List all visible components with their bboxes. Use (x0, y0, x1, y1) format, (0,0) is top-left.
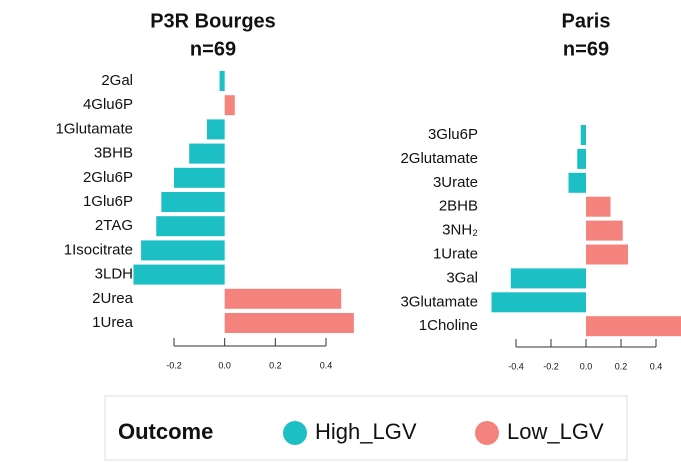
bar (568, 172, 586, 193)
bar (161, 192, 225, 212)
category-label: 1Glutamate (55, 120, 133, 137)
x-tick-label: 0.4 (320, 360, 333, 370)
bar (491, 292, 586, 313)
category-label: 3NH₂ (442, 222, 478, 239)
bar (586, 196, 611, 217)
x-tick-label: 0.2 (269, 360, 282, 370)
bar (224, 288, 342, 309)
category-label: 1Isocitrate (64, 241, 133, 258)
chart-title: Paris (562, 10, 611, 32)
bar (133, 264, 225, 285)
bar (510, 268, 586, 289)
category-label: 3BHB (94, 145, 133, 162)
bar (224, 313, 354, 333)
category-label: 1Choline (419, 317, 478, 334)
chart-title: P3R Bourges (150, 10, 276, 32)
x-tick-label: 0.2 (615, 361, 628, 371)
bar (219, 71, 225, 91)
category-label: 2BHB (439, 198, 478, 215)
x-tick-label: -0.2 (166, 360, 182, 370)
category-label: 2Glu6P (83, 169, 133, 186)
bar (586, 220, 623, 241)
bar (174, 167, 225, 188)
category-label: 4Glu6P (83, 96, 133, 113)
category-label: 1Glu6P (83, 193, 133, 210)
category-label: 1Urea (92, 314, 134, 331)
chart-subtitle: n=69 (563, 38, 609, 60)
category-label: 2Glutamate (400, 150, 478, 167)
category-label: 3Gal (446, 269, 478, 286)
chart-subtitle: n=69 (190, 38, 236, 60)
bar (577, 148, 586, 169)
x-tick-label: 0.4 (650, 361, 663, 371)
x-tick-label: 0.0 (218, 360, 231, 370)
category-label: 3Urate (433, 174, 478, 191)
legend-label: High_LGV (315, 419, 417, 444)
bar (206, 119, 225, 140)
x-tick-label: 0.0 (580, 361, 593, 371)
x-tick-label: -0.4 (508, 361, 524, 371)
bar (141, 240, 225, 261)
bar (586, 316, 681, 337)
legend-marker (283, 421, 307, 445)
category-label: 3Glutamate (400, 293, 478, 310)
bar (189, 143, 225, 164)
legend-marker (475, 421, 499, 445)
bar (586, 244, 628, 265)
x-tick-label: -0.2 (543, 361, 559, 371)
bar (224, 95, 235, 116)
category-label: 2Urea (92, 290, 134, 307)
category-label: 1Urate (433, 245, 478, 262)
category-label: 2Gal (101, 72, 133, 89)
legend-label: Low_LGV (507, 419, 604, 444)
legend-title: Outcome (118, 419, 213, 444)
bar (156, 216, 225, 237)
category-label: 2TAG (95, 217, 133, 234)
legend-box (104, 395, 628, 461)
category-label: 3Glu6P (428, 126, 478, 143)
bar (580, 125, 586, 145)
category-label: 3LDH (95, 266, 133, 283)
